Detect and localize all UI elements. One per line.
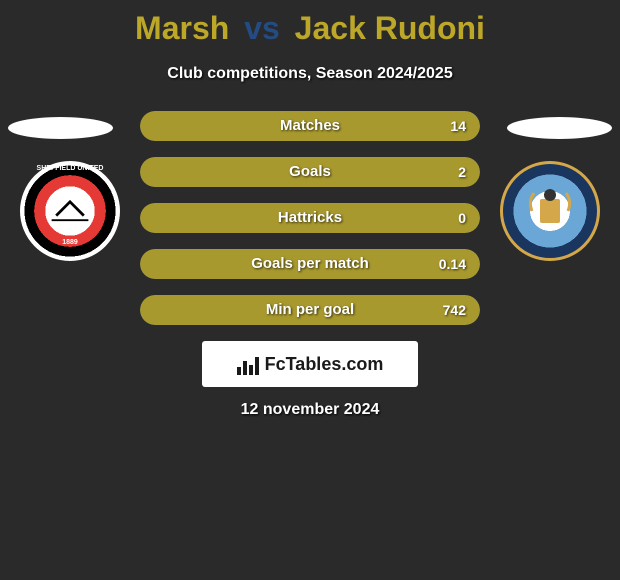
branding-box[interactable]: FcTables.com <box>202 341 418 387</box>
stat-row-hattricks: Hattricks 0 <box>140 203 480 233</box>
date-text: 12 november 2024 <box>0 401 620 419</box>
sheffield-text-top: SHEFFIELD UNITED <box>20 165 120 172</box>
stat-rows: Matches 14 Goals 2 Hattricks 0 Goals per… <box>140 111 480 325</box>
player1-name: Marsh <box>135 10 229 46</box>
chart-icon <box>237 353 259 375</box>
stat-value: 0.14 <box>439 249 466 279</box>
stat-row-goals: Goals 2 <box>140 157 480 187</box>
stat-value: 14 <box>450 111 466 141</box>
stat-value: 2 <box>458 157 466 187</box>
stat-label: Matches <box>140 111 480 141</box>
team-badge-left <box>20 161 120 261</box>
stat-value: 0 <box>458 203 466 233</box>
stat-row-min-per-goal: Min per goal 742 <box>140 295 480 325</box>
branding-text: FcTables.com <box>265 354 384 375</box>
stat-label: Min per goal <box>140 295 480 325</box>
stat-label: Goals per match <box>140 249 480 279</box>
sheffield-year: 1889 <box>20 239 120 246</box>
player2-name: Jack Rudoni <box>295 10 485 46</box>
right-ellipse <box>507 117 612 139</box>
vs-text: vs <box>244 10 280 46</box>
left-ellipse <box>8 117 113 139</box>
stat-label: Hattricks <box>140 203 480 233</box>
subtitle: Club competitions, Season 2024/2025 <box>0 65 620 83</box>
page-title: Marsh vs Jack Rudoni <box>0 10 620 47</box>
team-badge-right <box>500 161 600 261</box>
comparison-card: Marsh vs Jack Rudoni Club competitions, … <box>0 0 620 580</box>
stat-row-matches: Matches 14 <box>140 111 480 141</box>
stat-label: Goals <box>140 157 480 187</box>
stat-row-goals-per-match: Goals per match 0.14 <box>140 249 480 279</box>
main-area: SHEFFIELD UNITED 1889 Matches 14 Goals 2 <box>0 111 620 325</box>
coventry-crest-icon <box>520 181 580 241</box>
stat-value: 742 <box>443 295 466 325</box>
